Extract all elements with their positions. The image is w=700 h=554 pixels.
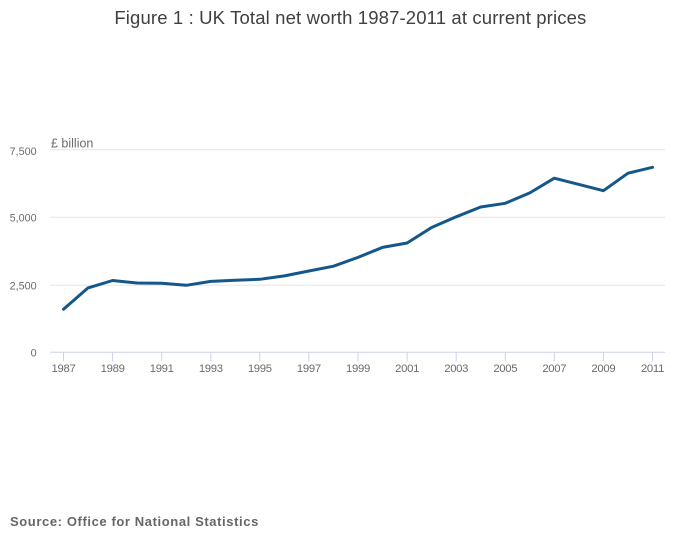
svg-text:1991: 1991 xyxy=(150,363,174,375)
svg-text:1987: 1987 xyxy=(52,363,76,375)
svg-text:2007: 2007 xyxy=(542,363,566,375)
svg-text:Source: Office for National St: Source: Office for National Statistics xyxy=(10,514,259,529)
svg-text:1989: 1989 xyxy=(101,363,125,375)
svg-text:1993: 1993 xyxy=(199,363,223,375)
svg-text:£ billion: £ billion xyxy=(51,137,93,151)
svg-text:Figure 1 : UK Total net worth: Figure 1 : UK Total net worth 1987-2011 … xyxy=(114,7,586,28)
svg-text:2011: 2011 xyxy=(641,363,664,375)
svg-text:2003: 2003 xyxy=(444,363,468,375)
svg-text:1997: 1997 xyxy=(297,363,321,375)
svg-text:1999: 1999 xyxy=(346,363,370,375)
svg-text:2005: 2005 xyxy=(493,363,517,375)
svg-text:2,500: 2,500 xyxy=(10,280,37,292)
svg-text:7,500: 7,500 xyxy=(10,146,37,158)
svg-text:1995: 1995 xyxy=(248,363,272,375)
svg-text:5,000: 5,000 xyxy=(10,213,37,225)
svg-text:2009: 2009 xyxy=(591,363,615,375)
svg-text:2001: 2001 xyxy=(395,363,419,375)
svg-text:0: 0 xyxy=(31,348,37,360)
